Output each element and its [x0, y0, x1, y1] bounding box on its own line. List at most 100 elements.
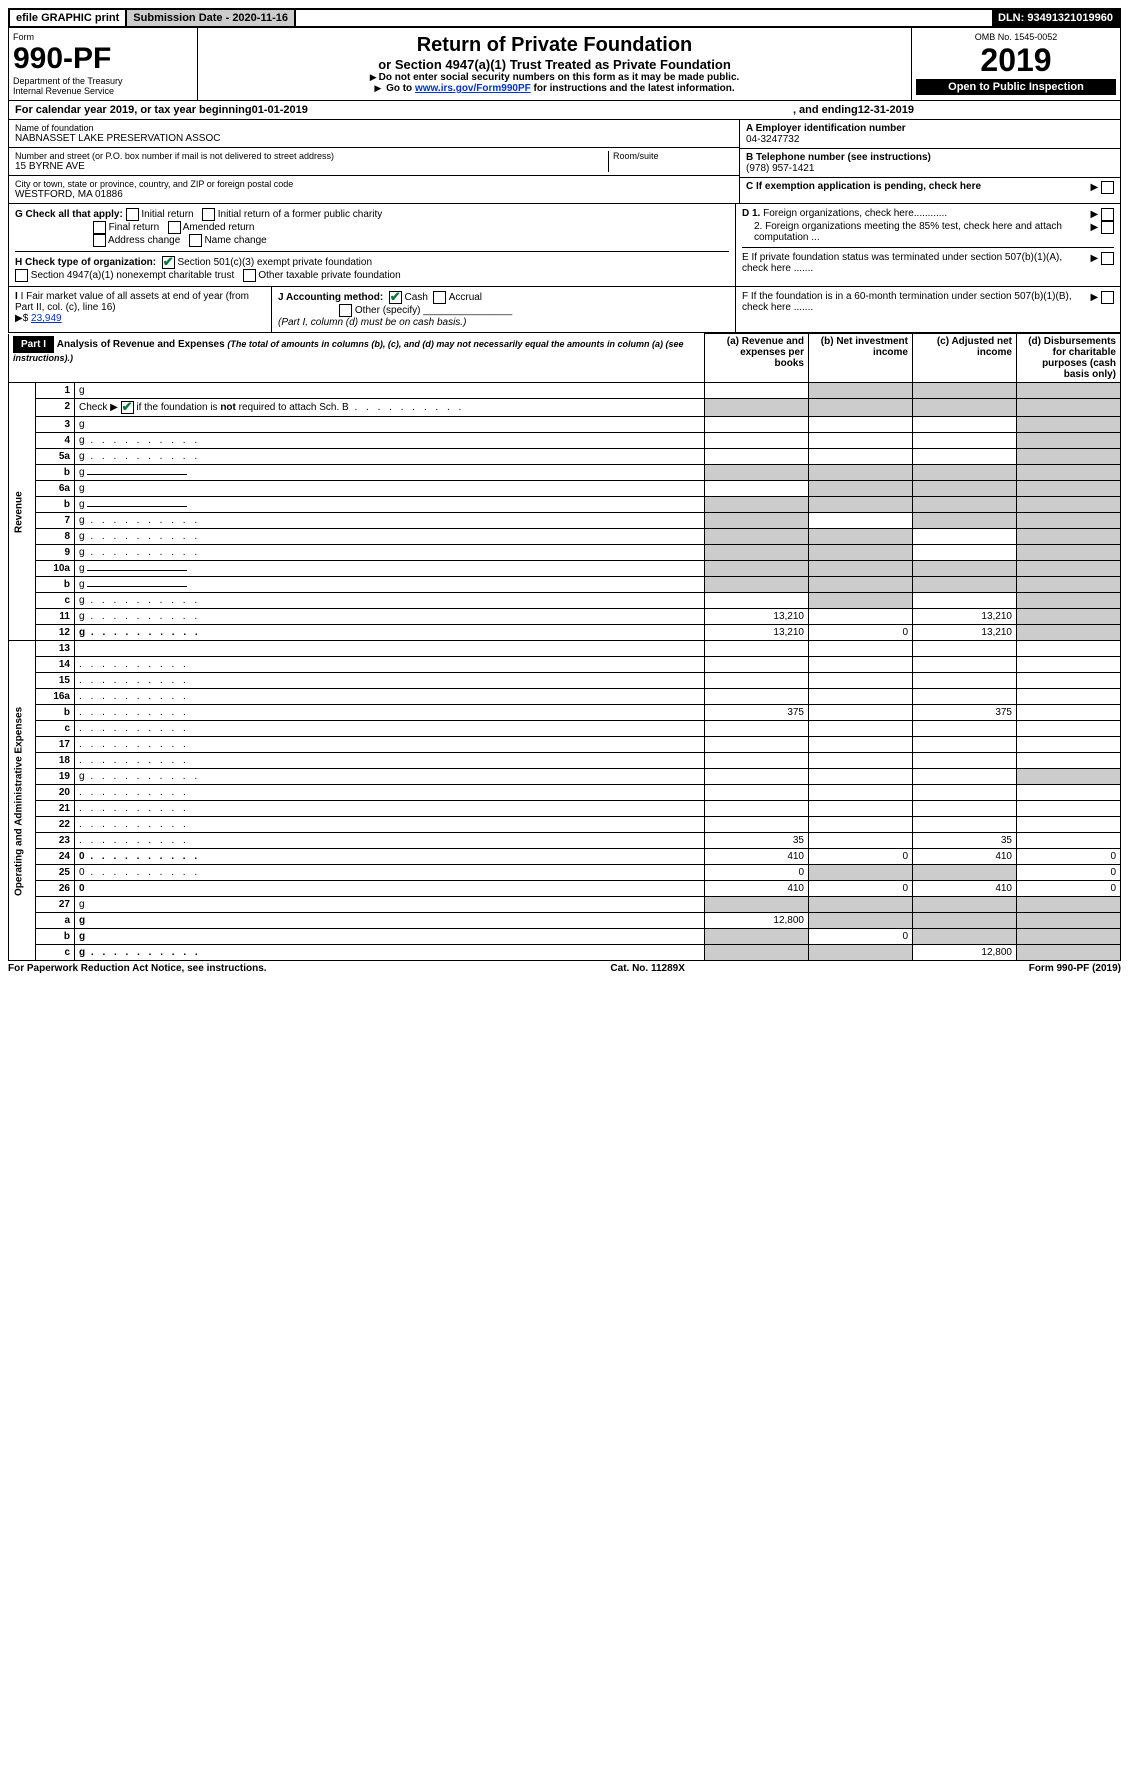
value-cell [809, 561, 913, 577]
value-cell [705, 545, 809, 561]
value-cell [809, 897, 913, 913]
entity-info: Name of foundation NABNASSET LAKE PRESER… [8, 120, 1121, 204]
value-cell [913, 465, 1017, 481]
value-cell [913, 769, 1017, 785]
table-row: 14 [9, 657, 1121, 673]
dept-2: Internal Revenue Service [13, 86, 193, 96]
row-number: 25 [36, 865, 75, 881]
value-cell [809, 641, 913, 657]
value-cell [1017, 753, 1121, 769]
e-row: E If private foundation status was termi… [742, 247, 1114, 274]
value-cell [705, 383, 809, 399]
value-cell [913, 593, 1017, 609]
value-cell [913, 753, 1017, 769]
value-cell [1017, 497, 1121, 513]
row-description: g [75, 383, 705, 399]
value-cell [705, 785, 809, 801]
value-cell [913, 673, 1017, 689]
table-row: 22 [9, 817, 1121, 833]
value-cell [913, 417, 1017, 433]
row-description: g [75, 417, 705, 433]
value-cell [705, 577, 809, 593]
value-cell [1017, 625, 1121, 641]
instructions-link[interactable]: www.irs.gov/Form990PF [415, 83, 531, 94]
row-number: 27 [36, 897, 75, 913]
value-cell [913, 913, 1017, 929]
row-number: c [36, 721, 75, 737]
value-cell [913, 513, 1017, 529]
value-cell [1017, 399, 1121, 417]
row-number: 19 [36, 769, 75, 785]
value-cell [913, 577, 1017, 593]
d2-checkbox[interactable] [1101, 221, 1114, 234]
revenue-section-label: Revenue [9, 383, 36, 641]
section-i-j-f: I I Fair market value of all assets at e… [8, 287, 1121, 333]
value-cell [809, 417, 913, 433]
value-cell: 375 [705, 705, 809, 721]
initial-former-check[interactable] [202, 208, 215, 221]
section-g-d: G Check all that apply: Initial return I… [8, 204, 1121, 287]
efile-button[interactable]: efile GRAPHIC print [10, 10, 127, 26]
4947-check[interactable] [15, 269, 28, 282]
row-description: 0 [75, 865, 705, 881]
value-cell [1017, 657, 1121, 673]
final-return-check[interactable] [93, 221, 106, 234]
table-row: 233535 [9, 833, 1121, 849]
value-cell [913, 561, 1017, 577]
value-cell: 410 [913, 881, 1017, 897]
row-description: g [75, 449, 705, 465]
accrual-check[interactable] [433, 291, 446, 304]
row-number: c [36, 945, 75, 961]
value-cell [1017, 481, 1121, 497]
table-row: b375375 [9, 705, 1121, 721]
value-cell [705, 945, 809, 961]
address-change-check[interactable] [93, 234, 106, 247]
footer-left: For Paperwork Reduction Act Notice, see … [8, 963, 267, 974]
dept-1: Department of the Treasury [13, 76, 193, 86]
part1-title: Analysis of Revenue and Expenses [57, 339, 225, 350]
value-cell [913, 929, 1017, 945]
value-cell [809, 865, 913, 881]
table-row: 10ag [9, 561, 1121, 577]
table-row: 7g [9, 513, 1121, 529]
value-cell: 0 [809, 625, 913, 641]
value-cell [705, 817, 809, 833]
name-change-check[interactable] [189, 234, 202, 247]
value-cell: 0 [705, 865, 809, 881]
table-row: 11g13,21013,210 [9, 609, 1121, 625]
f-checkbox[interactable] [1101, 291, 1114, 304]
other-method-check[interactable] [339, 304, 352, 317]
e-checkbox[interactable] [1101, 252, 1114, 265]
cash-check[interactable] [389, 291, 402, 304]
form-header: Form 990-PF Department of the Treasury I… [8, 28, 1121, 101]
open-public: Open to Public Inspection [916, 79, 1116, 95]
initial-return-check[interactable] [126, 208, 139, 221]
row-description [75, 785, 705, 801]
fmv-amount[interactable]: 23,949 [31, 313, 62, 324]
value-cell [913, 383, 1017, 399]
d1-checkbox[interactable] [1101, 208, 1114, 221]
form-label: Form [13, 32, 193, 42]
ein-label: A Employer identification number [746, 123, 1114, 134]
row-number: b [36, 705, 75, 721]
c-checkbox[interactable] [1101, 181, 1114, 194]
table-row: 26041004100 [9, 881, 1121, 897]
sch-b-check[interactable] [121, 401, 134, 414]
phone-label: B Telephone number (see instructions) [746, 152, 1114, 163]
value-cell: 0 [1017, 865, 1121, 881]
value-cell [913, 641, 1017, 657]
value-cell [809, 785, 913, 801]
other-taxable-check[interactable] [243, 269, 256, 282]
row-description: g [75, 769, 705, 785]
row-description [75, 753, 705, 769]
501c3-check[interactable] [162, 256, 175, 269]
row-number: 8 [36, 529, 75, 545]
value-cell: 410 [705, 881, 809, 897]
value-cell [705, 929, 809, 945]
amended-return-check[interactable] [168, 221, 181, 234]
row-description: g [75, 913, 705, 929]
value-cell [913, 865, 1017, 881]
row-number: 17 [36, 737, 75, 753]
value-cell [809, 721, 913, 737]
value-cell [1017, 897, 1121, 913]
